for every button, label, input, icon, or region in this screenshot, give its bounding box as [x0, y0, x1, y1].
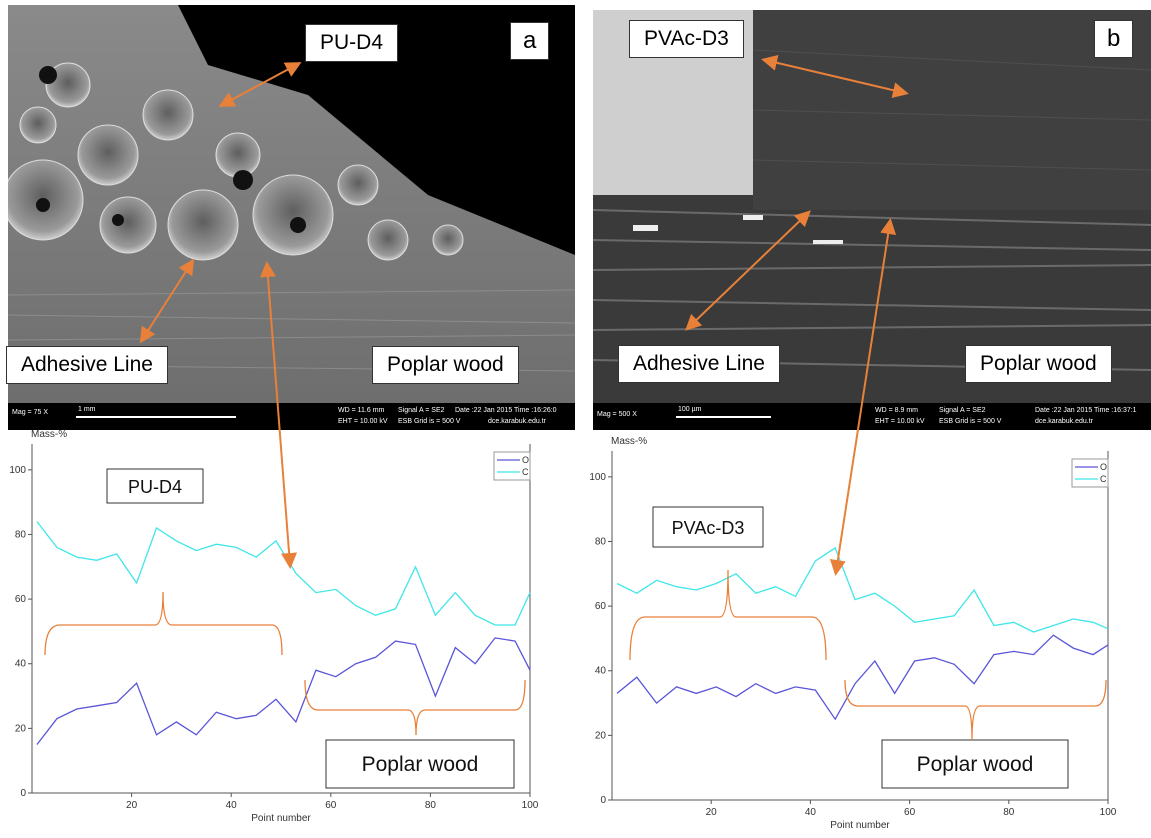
annotation: PVAc-D3	[672, 518, 745, 538]
x-tick-label: 60	[325, 800, 337, 811]
figure: {"panels": [ {"name": "PU-D4", "letter":…	[0, 0, 1151, 838]
legend-label: C	[522, 467, 529, 477]
x-axis-label: Point number	[830, 820, 890, 831]
x-tick-label: 80	[425, 800, 437, 811]
y-axis-label: Mass-%	[31, 429, 67, 440]
annotation: Poplar wood	[917, 753, 1034, 776]
data-line	[37, 522, 530, 625]
x-tick-label: 40	[805, 807, 817, 818]
legend-label: O	[1100, 462, 1107, 472]
x-tick-label: 80	[1003, 807, 1015, 818]
x-axis-label: Point number	[251, 813, 311, 824]
y-tick-label: 0	[20, 788, 26, 799]
annotation: PU-D4	[128, 477, 182, 497]
y-tick-label: 0	[600, 795, 606, 806]
x-tick-label: 60	[904, 807, 916, 818]
annotation: Poplar wood	[362, 753, 479, 776]
x-tick-label: 100	[1100, 807, 1117, 818]
y-tick-label: 80	[595, 536, 607, 547]
y-tick-label: 40	[15, 659, 27, 670]
data-line	[617, 548, 1108, 632]
x-tick-label: 20	[126, 800, 138, 811]
y-tick-label: 100	[9, 465, 26, 476]
charts: 0 20 40 60 80 100 20 40 60 80 100 Mass-% Point numbe…	[0, 0, 1151, 838]
x-tick-label: 100	[522, 800, 539, 811]
y-tick-label: 60	[595, 601, 607, 612]
legend-label: O	[522, 455, 529, 465]
data-line	[37, 638, 530, 745]
y-tick-label: 40	[595, 666, 607, 677]
legend-label: C	[1100, 474, 1107, 484]
data-line	[617, 635, 1108, 719]
y-tick-label: 60	[15, 594, 27, 605]
x-tick-label: 40	[226, 800, 238, 811]
y-axis-label: Mass-%	[611, 436, 647, 447]
x-tick-label: 20	[706, 807, 718, 818]
y-tick-label: 20	[15, 723, 27, 734]
y-tick-label: 20	[595, 730, 607, 741]
y-tick-label: 80	[15, 529, 27, 540]
y-tick-label: 100	[589, 472, 606, 483]
